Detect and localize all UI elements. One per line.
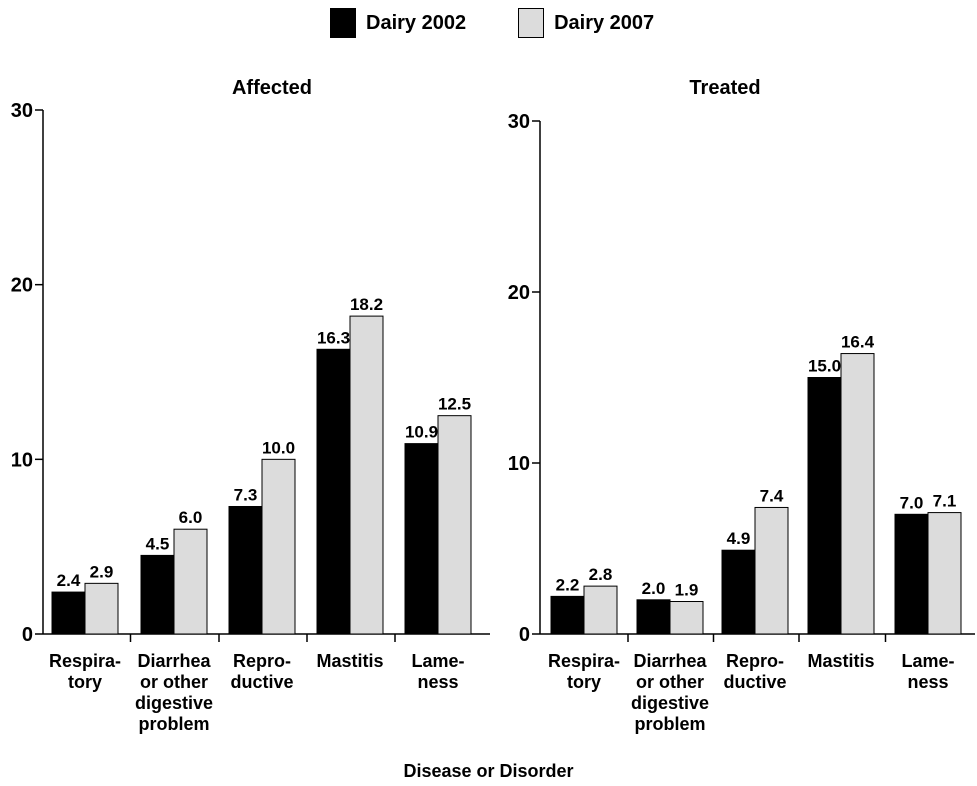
bar xyxy=(437,415,472,635)
x-tick-label: ductive xyxy=(230,672,293,692)
data-label: 16.4 xyxy=(841,333,875,352)
bar xyxy=(636,599,671,635)
data-label: 10.9 xyxy=(405,423,438,442)
y-tick-label: 0 xyxy=(22,624,33,646)
y-tick-label: 10 xyxy=(11,449,33,471)
data-label: 2.0 xyxy=(642,579,666,598)
x-tick-label: Mastitis xyxy=(316,651,383,671)
x-tick-label: Mastitis xyxy=(807,651,874,671)
legend-item-dairy-2007: Dairy 2007 xyxy=(518,8,654,38)
bar xyxy=(807,377,842,635)
x-axis-title: Disease or Disorder xyxy=(403,761,574,781)
legend-item-dairy-2002: Dairy 2002 xyxy=(330,8,466,38)
y-tick-label: 20 xyxy=(508,282,530,304)
y-tick-label: 20 xyxy=(11,275,33,297)
legend-label: Dairy 2007 xyxy=(554,11,655,34)
bar xyxy=(404,443,439,635)
data-label: 1.9 xyxy=(675,581,699,600)
x-tick-label: tory xyxy=(567,672,601,692)
data-label: 7.0 xyxy=(900,493,924,512)
y-tick-label: 30 xyxy=(508,111,530,133)
y-tick-label: 30 xyxy=(11,100,33,122)
data-label: 2.8 xyxy=(589,565,613,584)
data-label: 2.2 xyxy=(556,575,580,594)
data-label: 7.3 xyxy=(234,485,258,504)
x-tick-label: Repro- xyxy=(726,651,784,671)
bar xyxy=(550,595,585,635)
y-tick-label: 10 xyxy=(508,453,530,475)
x-tick-label: or other xyxy=(636,672,704,692)
data-label: 7.1 xyxy=(933,492,957,511)
data-label: 18.2 xyxy=(350,295,383,314)
x-tick-label: Lame- xyxy=(411,651,464,671)
bar xyxy=(261,458,296,635)
chart-title: Treated xyxy=(689,77,760,99)
bar xyxy=(51,591,86,635)
x-tick-label: Diarrhea xyxy=(137,651,211,671)
x-tick-label: Lame- xyxy=(901,651,954,671)
x-tick-label: digestive xyxy=(135,693,213,713)
x-tick-label: ness xyxy=(907,672,948,692)
chart-title: Affected xyxy=(232,77,312,99)
data-label: 12.5 xyxy=(438,395,471,414)
x-tick-label: ness xyxy=(417,672,458,692)
bar xyxy=(894,513,929,635)
data-label: 7.4 xyxy=(760,486,784,505)
bar xyxy=(228,505,263,635)
legend: Dairy 2002 Dairy 2007 xyxy=(330,6,706,40)
x-tick-label: digestive xyxy=(631,693,709,713)
bar xyxy=(721,549,756,635)
y-tick-label: 0 xyxy=(519,624,530,646)
x-tick-label: ductive xyxy=(723,672,786,692)
x-tick-label: Respira- xyxy=(548,651,620,671)
data-label: 15.0 xyxy=(808,357,841,376)
legend-swatch-dairy-2007 xyxy=(518,8,545,38)
bar xyxy=(754,506,789,635)
x-tick-label: Repro- xyxy=(233,651,291,671)
x-tick-label: or other xyxy=(140,672,208,692)
bar xyxy=(349,315,384,635)
data-label: 2.4 xyxy=(57,571,81,590)
legend-swatch-dairy-2002 xyxy=(330,8,356,38)
bar xyxy=(927,512,962,635)
x-tick-label: problem xyxy=(634,714,705,734)
data-label: 10.0 xyxy=(262,438,295,457)
bar xyxy=(140,554,175,635)
bar xyxy=(840,353,875,635)
data-label: 2.9 xyxy=(90,562,114,581)
data-label: 6.0 xyxy=(179,508,203,527)
x-tick-label: tory xyxy=(68,672,102,692)
legend-label: Dairy 2002 xyxy=(366,11,467,34)
bar xyxy=(583,585,618,635)
x-tick-label: problem xyxy=(138,714,209,734)
data-label: 16.3 xyxy=(317,328,350,347)
data-label: 4.5 xyxy=(146,534,170,553)
data-label: 4.9 xyxy=(727,529,751,548)
x-tick-label: Respira- xyxy=(49,651,121,671)
bar xyxy=(316,348,351,635)
x-tick-label: Diarrhea xyxy=(633,651,707,671)
bar xyxy=(173,528,208,635)
bar xyxy=(669,601,704,635)
bar xyxy=(84,582,119,635)
